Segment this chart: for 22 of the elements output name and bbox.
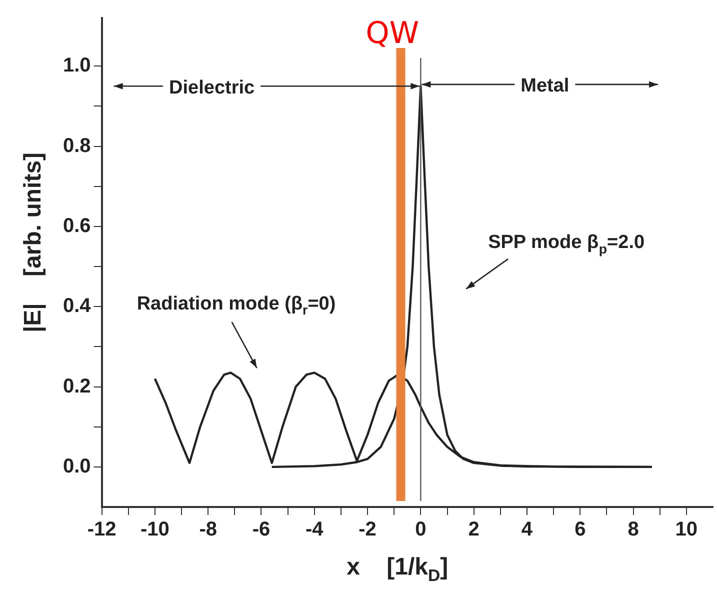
y-tick-label: 0.6	[62, 214, 91, 237]
x-tick-label: -4	[305, 518, 324, 541]
y-tick-label: 0.0	[62, 455, 91, 478]
x-tick-label: 4	[521, 518, 534, 541]
x-tick-label: -6	[252, 518, 270, 541]
y-tick-label: 1.0	[62, 54, 91, 77]
x-tick-label: -2	[358, 518, 376, 541]
x-tick-label: 0	[415, 518, 426, 541]
annotation: Metal	[520, 76, 570, 97]
annotation: Dielectric	[169, 77, 256, 98]
y-tick-label: 0.4	[62, 295, 92, 318]
x-tick-label: 10	[675, 518, 698, 541]
x-tick-label: -12	[87, 518, 116, 541]
x-tick-label: 2	[468, 518, 480, 541]
x-tick-label: 8	[628, 518, 639, 541]
y-tick-label: 0.8	[62, 134, 91, 157]
x-tick-label: 6	[574, 518, 586, 541]
ref-line-label: QW	[366, 16, 420, 51]
y-axis-title: |E| [arb. units]	[20, 152, 47, 333]
x-tick-label: -10	[140, 518, 170, 541]
x-tick-label: -8	[199, 518, 217, 541]
y-tick-label: 0.2	[62, 375, 91, 398]
